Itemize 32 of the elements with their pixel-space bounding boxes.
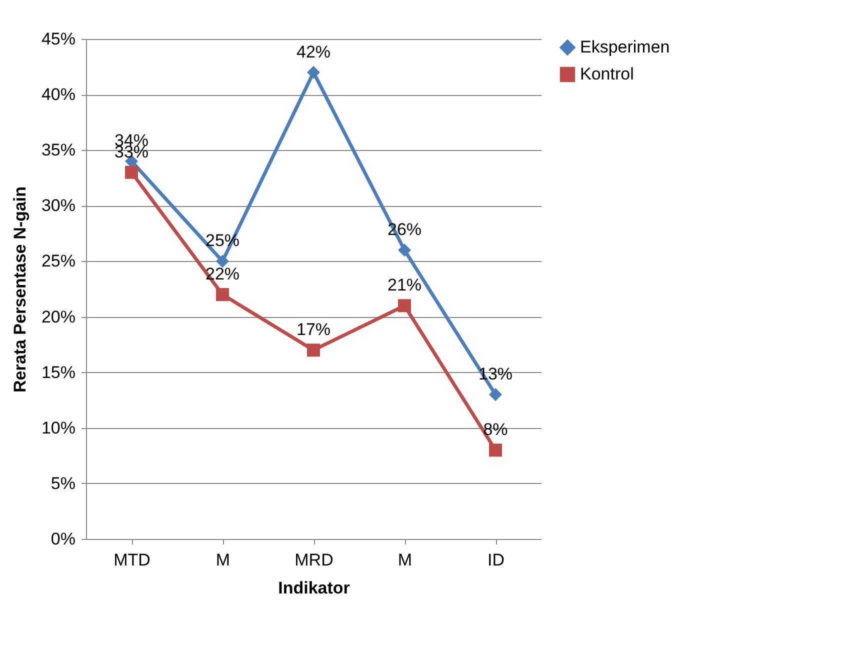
data-label: 17% [296,320,331,340]
data-label: 42% [296,42,331,62]
y-tick-label: 5% [50,474,76,493]
y-tick-label: 40% [41,85,76,104]
y-tick-label: 25% [41,252,76,271]
x-tick-label: M [398,550,412,570]
point [398,299,412,312]
point [216,254,230,268]
y-tick-label: 45% [41,30,76,48]
y-tick-label: 30% [41,196,76,216]
x-tick-label: MRD [294,550,334,570]
data-label: 21% [387,276,422,295]
point [216,288,230,302]
point [124,166,138,179]
y-tick-label: 15% [41,362,76,382]
y-axis-title: Rerata Persentase N-gain [10,186,30,392]
point [306,66,320,79]
legend-label: Eksperimen [580,38,670,56]
point [488,388,502,402]
x-axis-title: Indikator [278,578,350,598]
point [306,344,320,357]
x-tick-label: ID [488,550,504,570]
x-tick-label: MTD [114,550,150,570]
x-tick-label: M [216,550,230,570]
y-tick-label: 35% [41,140,76,160]
y-tick-label: 0% [50,530,76,548]
data-label: 8% [483,420,508,440]
y-tick-label: 20% [41,307,76,326]
point [398,244,412,257]
legend-label: Kontrol [580,64,634,84]
point [488,444,502,457]
y-tick-label: 10% [41,418,76,438]
